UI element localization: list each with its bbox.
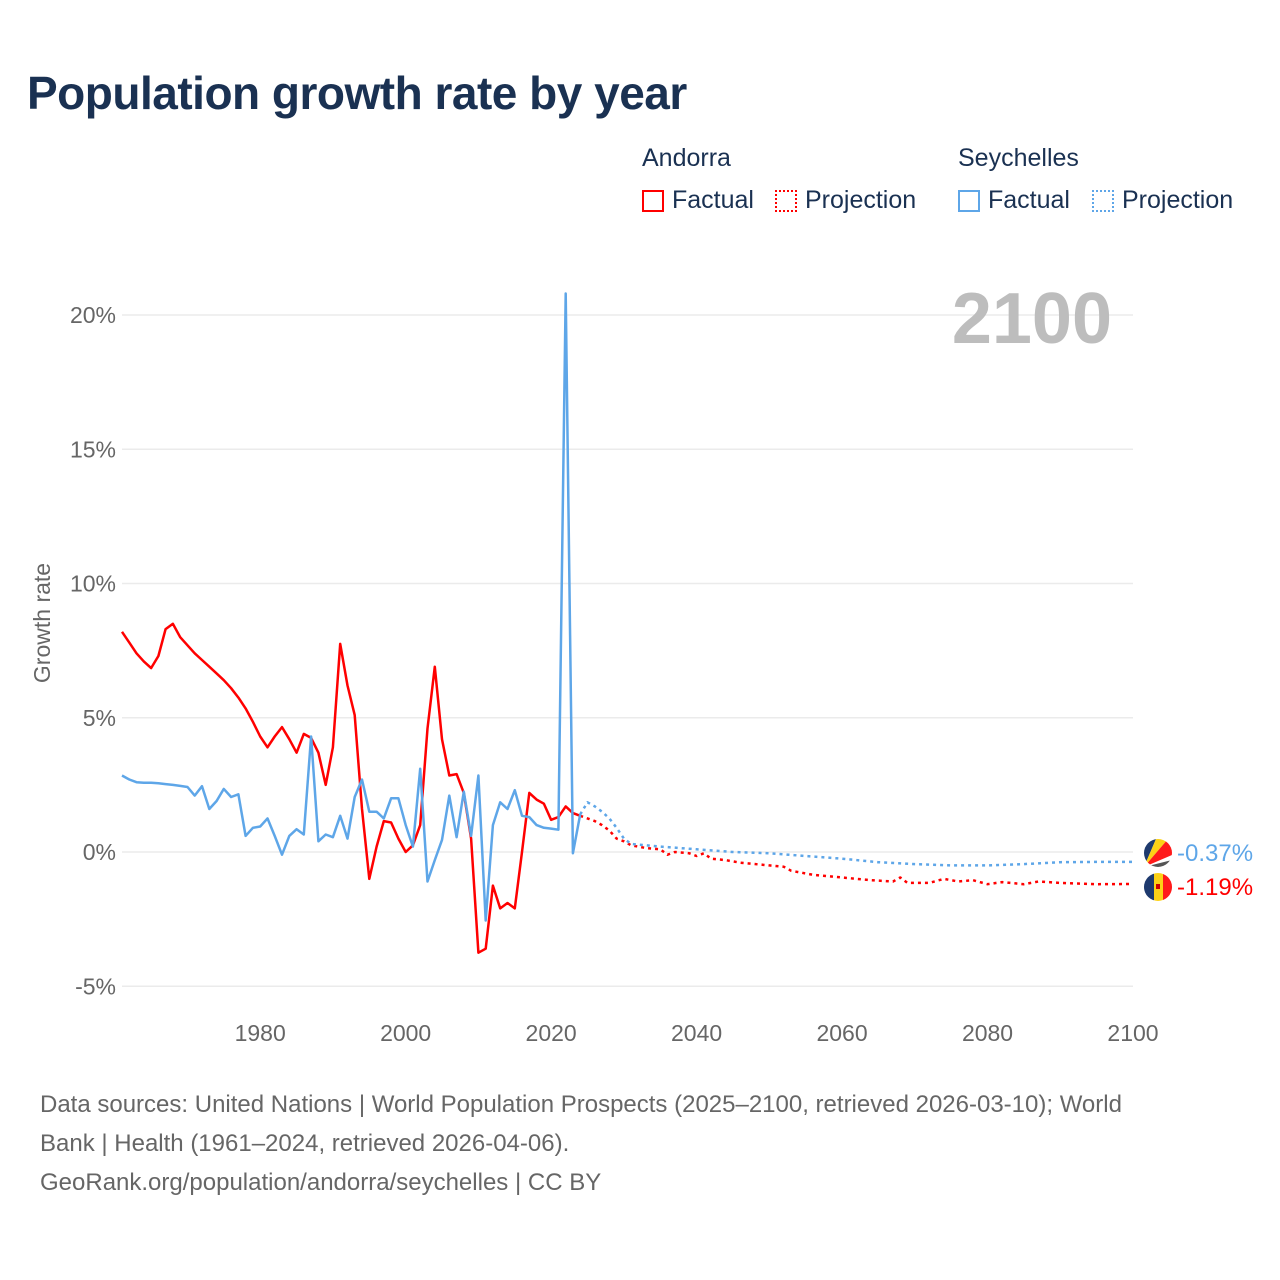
footer-link[interactable]: GeoRank.org/population/andorra/seychelle… xyxy=(40,1169,602,1196)
series-line-seychelles-factual xyxy=(121,292,582,922)
legend-label: Factual xyxy=(988,186,1070,214)
series-line-seychelles-projection xyxy=(579,801,1133,867)
legend-group-seychelles: Seychelles xyxy=(958,144,1079,172)
legend-andorra-projection[interactable]: Projection xyxy=(775,186,916,215)
x-tick-label: 2100 xyxy=(1107,1020,1158,1046)
y-tick-label: 10% xyxy=(70,571,116,597)
x-tick-label: 2060 xyxy=(816,1020,867,1046)
x-tick-label: 2040 xyxy=(671,1020,722,1046)
x-tick-label: 2080 xyxy=(962,1020,1013,1046)
y-tick-label: 20% xyxy=(70,302,116,328)
x-tick-label: 1980 xyxy=(235,1020,286,1046)
legend-swatch-solid xyxy=(642,189,664,212)
y-axis-label: Growth rate xyxy=(29,563,55,683)
legend-label: Projection xyxy=(805,186,917,214)
andorra-flag-icon xyxy=(1144,873,1172,901)
series-line-andorra-projection xyxy=(579,814,1134,886)
legend-swatch-solid xyxy=(958,189,980,212)
andorra-end-label: -1.19% xyxy=(1177,874,1253,901)
legend-swatch-dotted xyxy=(1092,189,1114,212)
y-tick-label: 5% xyxy=(83,705,116,731)
series-line-andorra-factual xyxy=(120,622,581,954)
seychelles-end-label: -0.37% xyxy=(1177,840,1253,867)
chart-title: Population growth rate by year xyxy=(27,67,687,119)
legend-label: Factual xyxy=(672,186,754,214)
y-tick-label: -5% xyxy=(75,973,116,999)
legend-label: Projection xyxy=(1122,186,1234,214)
legend-swatch-dotted xyxy=(775,189,797,212)
footer-sources-line1: Data sources: United Nations | World Pop… xyxy=(40,1091,1122,1118)
x-tick-label: 2020 xyxy=(526,1020,577,1046)
seychelles-flag-icon xyxy=(1144,839,1172,867)
y-tick-label: 0% xyxy=(83,839,116,865)
y-tick-label: 15% xyxy=(70,436,116,462)
legend-group-andorra: Andorra xyxy=(642,144,731,172)
legend-seychelles-factual[interactable]: Factual xyxy=(958,186,1070,215)
legend-seychelles-projection[interactable]: Projection xyxy=(1092,186,1233,215)
x-tick-label: 2000 xyxy=(380,1020,431,1046)
footer-sources-line2: Bank | Health (1961–2024, retrieved 2026… xyxy=(40,1130,570,1157)
legend-andorra-factual[interactable]: Factual xyxy=(642,186,754,215)
current-year-label: 2100 xyxy=(952,279,1112,359)
